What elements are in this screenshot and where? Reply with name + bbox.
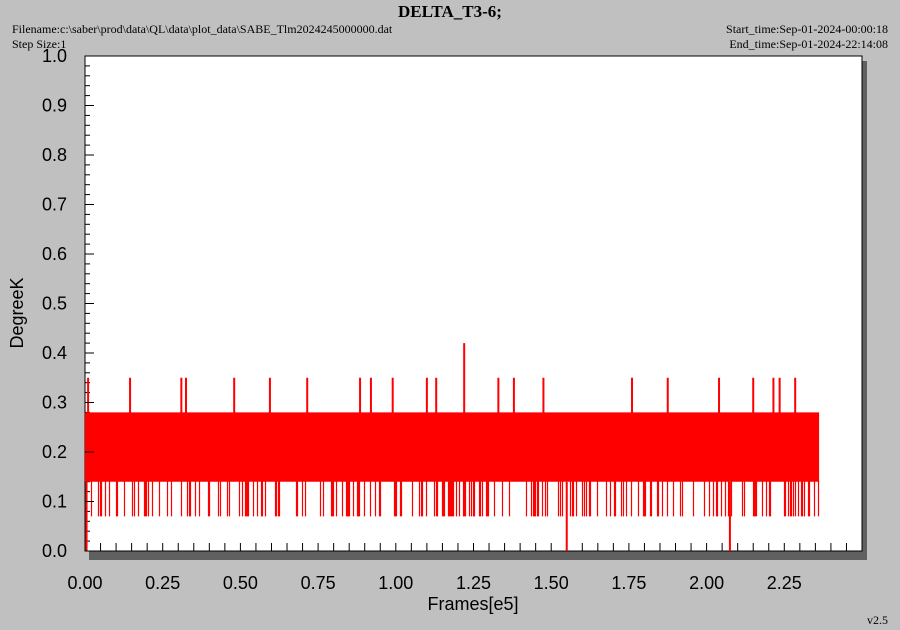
- y-tick-label: 0.4: [42, 343, 67, 363]
- x-axis-label: Frames[e5]: [427, 594, 518, 614]
- x-tick-label: 0.00: [67, 573, 102, 593]
- x-tick-label: 1.00: [378, 573, 413, 593]
- series-layer: [84, 343, 820, 551]
- y-tick-label: 0.3: [42, 393, 67, 413]
- y-tick-label: 0.2: [42, 442, 67, 462]
- y-axis-ticks: 0.0 0.1 0.2 0.3 0.4 0.5 0.6 0.7 0.8 0.9 1.0: [42, 46, 94, 561]
- x-tick-label: 0.75: [301, 573, 336, 593]
- chart-title: DELTA_T3-6;: [398, 2, 502, 21]
- x-axis-ticks: 0.00 0.25 0.50 0.75 1.00 1.25 1.50 1.75 2.00 2.25: [67, 573, 801, 593]
- x-tick-label: 1.50: [534, 573, 569, 593]
- y-tick-label: 0.6: [42, 244, 67, 264]
- y-tick-label: 0.0: [42, 541, 67, 561]
- x-tick-label: 0.25: [145, 573, 180, 593]
- start-time-label: Start_time:Sep-01-2024-00:00:18: [726, 22, 888, 36]
- y-tick-label: 1.0: [42, 46, 67, 66]
- y-tick-label: 0.8: [42, 145, 67, 165]
- x-tick-label: 2.00: [689, 573, 724, 593]
- step-size-label: Step Size:1: [12, 37, 67, 51]
- x-tick-label: 0.50: [223, 573, 258, 593]
- y-tick-label: 0.5: [42, 294, 67, 314]
- x-tick-label: 2.25: [767, 573, 802, 593]
- series-band: [84, 412, 820, 517]
- version-label: v2.5: [867, 613, 888, 627]
- x-tick-label: 1.75: [611, 573, 646, 593]
- y-tick-label: 0.1: [42, 492, 67, 512]
- filename-label: Filename:c:\saber\prod\data\QL\data\plot…: [12, 22, 393, 36]
- y-tick-label: 0.9: [42, 96, 67, 116]
- y-tick-label: 0.7: [42, 195, 67, 215]
- y-axis-label: DegreeK: [7, 277, 27, 348]
- end-time-label: End_time:Sep-01-2024-22:14:08: [729, 37, 888, 51]
- x-tick-label: 1.25: [456, 573, 491, 593]
